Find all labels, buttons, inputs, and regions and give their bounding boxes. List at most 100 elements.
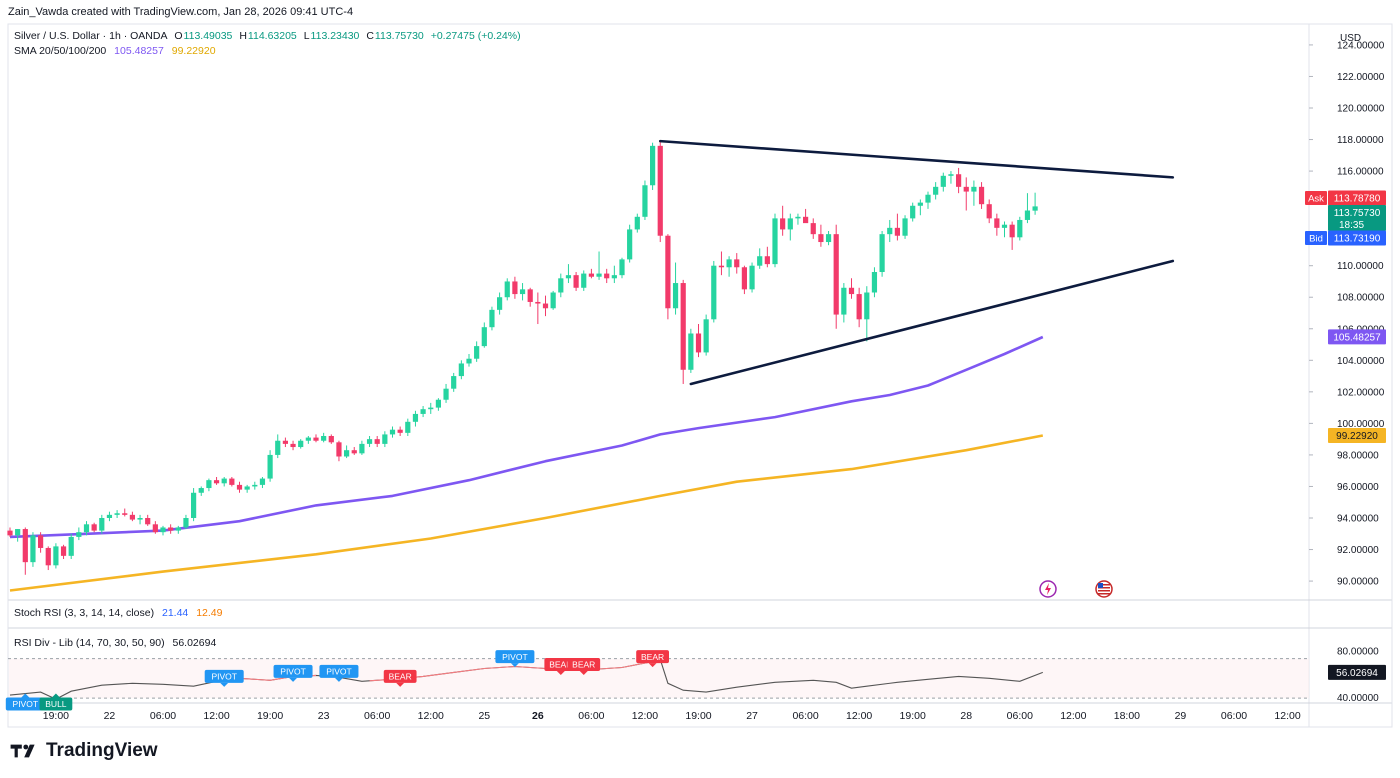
- x-tick-label: 25: [478, 710, 490, 722]
- candle-body: [787, 218, 793, 230]
- candle-body: [389, 429, 396, 435]
- candle-body: [91, 524, 97, 531]
- bear-marker: BEAR: [636, 650, 669, 668]
- bid-price-tag-bg: [1328, 230, 1386, 246]
- rsi-band: [9, 658, 1309, 699]
- ask-label-bg: [1305, 191, 1327, 205]
- price-chart[interactable]: USD 90.00000 92.00000 94.00000 96.00000 98.00…: [0, 0, 1400, 730]
- candle-body: [420, 409, 426, 414]
- candle-body: [481, 327, 487, 347]
- ask-price-tag: 113.78780: [1334, 194, 1381, 205]
- candle-body: [76, 532, 82, 537]
- stoch-rsi-label[interactable]: Stoch RSI (3, 3, 14, 14, close): [14, 607, 155, 619]
- pivot-marker-label: PIVOT: [326, 667, 352, 677]
- candle-body: [435, 399, 441, 408]
- rsi-div-label[interactable]: RSI Div - Lib (14, 70, 30, 50, 90): [14, 637, 165, 649]
- rsi-axis-upper: 80.00000: [1337, 647, 1379, 658]
- pivot-marker-bg: [204, 669, 244, 683]
- candle-body: [405, 421, 411, 433]
- sma-a-price-tag: 105.48257: [1333, 332, 1381, 343]
- symbol-legend: Silver / U.S. Dollar · 1h · OANDA O113.4…: [14, 30, 522, 42]
- bear-marker-arrow: [579, 671, 588, 676]
- x-tick-label: 18:00: [1114, 710, 1140, 722]
- flag-stripe: [1098, 593, 1110, 595]
- candle-body: [925, 194, 931, 203]
- pivot-marker-arrow: [510, 663, 519, 668]
- open-label: O: [174, 30, 183, 42]
- x-tick-label: 29: [1175, 710, 1187, 722]
- candle-body: [703, 319, 709, 353]
- sma-label[interactable]: SMA 20/50/100/200: [14, 45, 107, 57]
- candle-body: [1009, 224, 1015, 238]
- y-tick-label: 120.00000: [1337, 104, 1385, 115]
- x-tick-label: 12:00: [846, 710, 872, 722]
- candle-body: [512, 281, 518, 295]
- pivot-marker-label: PIVOT: [280, 667, 306, 677]
- high-label: H: [239, 30, 247, 42]
- x-tick-label: 12:00: [203, 710, 229, 722]
- bear-marker-label: BEAR: [572, 660, 595, 670]
- candle-body: [879, 234, 885, 272]
- y-tick-label: 118.00000: [1337, 135, 1384, 146]
- candle-body: [1024, 210, 1031, 220]
- x-tick-label: 06:00: [578, 710, 604, 722]
- bear-marker: BEAR: [383, 669, 417, 687]
- bear-marker-label: BEAR: [641, 652, 664, 662]
- sma-a-price-tag-bg: [1328, 329, 1386, 345]
- y-tick-label: 110.00000: [1337, 261, 1384, 272]
- bear-marker-label: BEAR: [549, 660, 572, 670]
- candle-body: [642, 185, 648, 217]
- bull-marker: BULL: [39, 693, 73, 711]
- candle-body: [994, 218, 1000, 228]
- y-tick-label: 102.00000: [1337, 387, 1385, 398]
- symbol-name[interactable]: Silver / U.S. Dollar · 1h · OANDA: [14, 30, 168, 42]
- pivot-marker-bg: [5, 697, 45, 711]
- candle-body: [313, 437, 319, 441]
- candle-body: [718, 265, 725, 268]
- x-tick-label: 19:00: [257, 710, 283, 722]
- candle-body: [627, 229, 633, 260]
- candle-body: [45, 547, 51, 566]
- pivot-marker-label: PIVOT: [211, 672, 237, 682]
- bear-marker: BEAR: [567, 658, 601, 676]
- candle-body: [902, 218, 908, 236]
- candle-body: [726, 259, 732, 268]
- candle-body: [825, 234, 832, 243]
- x-tick-label: 27: [746, 710, 758, 722]
- candle-body: [1001, 224, 1008, 228]
- candle-body: [336, 442, 342, 457]
- sma-b-price-tag: 99.22920: [1336, 431, 1378, 442]
- candle-body: [305, 437, 311, 441]
- y-tick-label: 96.00000: [1337, 482, 1379, 493]
- candle-body: [229, 478, 235, 485]
- stoch-rsi-k: 21.44: [162, 607, 189, 619]
- candle-body: [474, 346, 480, 359]
- candle-body: [298, 440, 304, 448]
- candle-body: [604, 273, 610, 279]
- pivot-marker: PIVOT: [495, 650, 535, 668]
- candle-body: [519, 289, 526, 295]
- pivot-marker-bg: [273, 664, 313, 678]
- candle-body: [267, 454, 273, 479]
- stoch-rsi-d: 12.49: [196, 607, 223, 619]
- publisher-header: Zain_Vawda created with TradingView.com,…: [8, 6, 354, 18]
- bull-marker-bg: [39, 697, 73, 711]
- ask-label: Ask: [1308, 194, 1324, 205]
- lower-trendline: [689, 259, 1175, 386]
- flash-icon-bolt: [1045, 583, 1051, 595]
- y-tick-label: 92.00000: [1337, 545, 1379, 556]
- candle-body: [83, 524, 90, 533]
- candle-body: [7, 530, 13, 536]
- candle-body: [818, 234, 824, 243]
- close-value: 113.75730: [374, 30, 424, 42]
- candle-body: [99, 518, 105, 531]
- candle-body: [22, 529, 28, 563]
- rsi-div-legend: RSI Div - Lib (14, 70, 30, 50, 90) 56.02…: [14, 637, 217, 649]
- candle-body: [963, 186, 969, 192]
- candle-body: [191, 492, 197, 518]
- x-tick-label: 06:00: [792, 710, 818, 722]
- candle-body: [795, 216, 801, 219]
- candle-body: [122, 513, 128, 515]
- x-tick-label: 19:00: [43, 710, 69, 722]
- candle-body: [321, 436, 327, 441]
